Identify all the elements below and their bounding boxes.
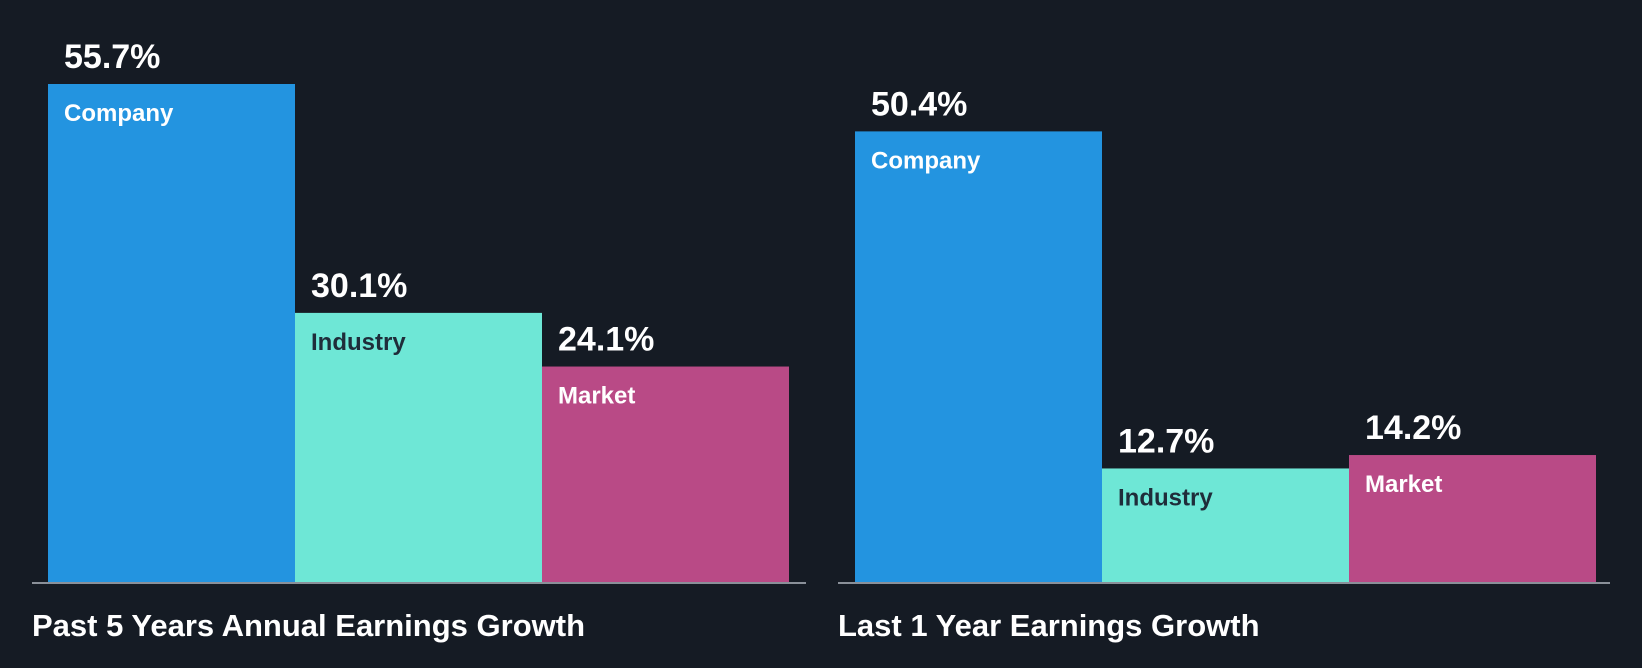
value-label-company: 50.4% (871, 85, 967, 123)
category-label-industry: Industry (311, 329, 406, 356)
category-label-company: Company (64, 100, 174, 127)
value-label-market: 14.2% (1365, 409, 1461, 447)
value-label-company: 55.7% (64, 38, 160, 76)
category-label-company: Company (871, 147, 981, 174)
bar-company (48, 84, 295, 582)
category-label-market: Market (558, 383, 635, 410)
bar-industry (1102, 468, 1349, 582)
value-label-industry: 30.1% (311, 267, 407, 305)
bar-market (542, 366, 789, 582)
chart-title: Last 1 Year Earnings Growth (838, 608, 1260, 643)
bar-company (855, 131, 1102, 583)
bar-industry (295, 312, 542, 582)
category-label-industry: Industry (1118, 484, 1213, 511)
category-label-market: Market (1365, 471, 1442, 498)
value-label-industry: 12.7% (1118, 422, 1214, 460)
last-1-year-chart: 50.4% Company 12.7% Industry 14.2% Market Last… (838, 85, 1610, 643)
bar-market (1349, 455, 1596, 582)
past-5-years-chart: 55.7% Company 30.1% Industry 24.1% Market Past… (32, 38, 806, 643)
value-label-market: 24.1% (558, 321, 654, 359)
chart-title: Past 5 Years Annual Earnings Growth (32, 608, 585, 643)
